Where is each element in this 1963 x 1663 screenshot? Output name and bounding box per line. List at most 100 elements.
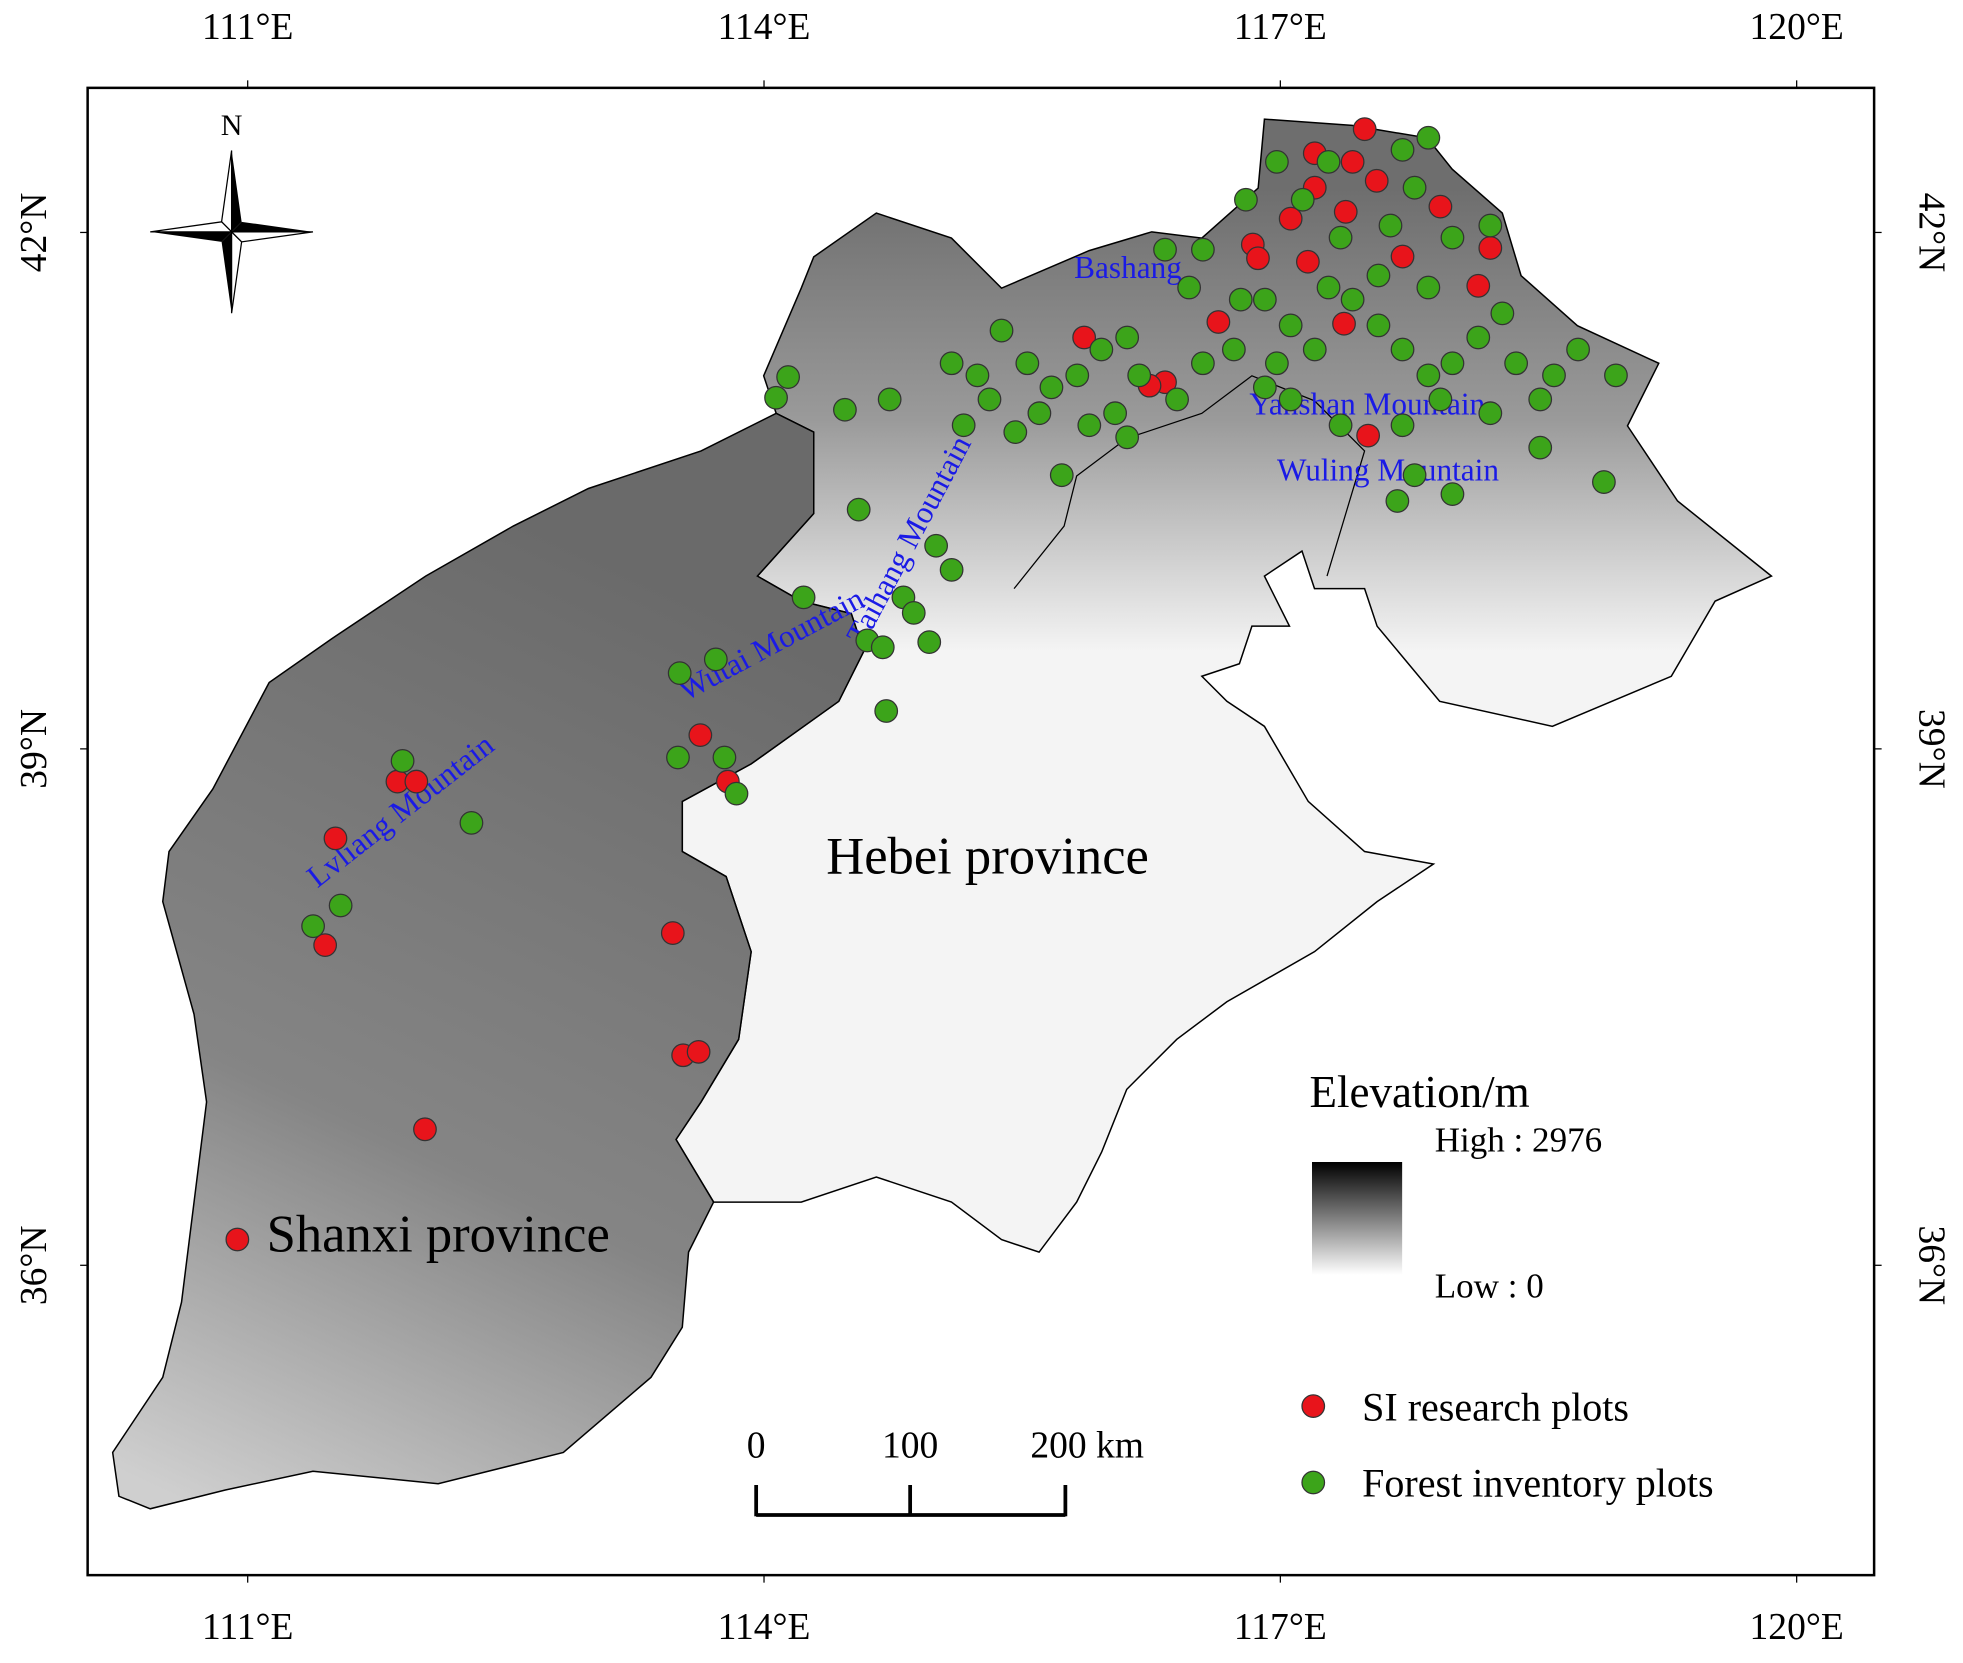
plot-point	[1191, 351, 1215, 376]
plot-point	[1316, 149, 1341, 174]
legend-title: Elevation/m	[1310, 1067, 1530, 1117]
plot-point	[1504, 351, 1529, 376]
plot-point	[1352, 117, 1377, 142]
plot-point	[666, 745, 690, 770]
plot-point	[686, 1039, 711, 1064]
plot-point	[1228, 287, 1253, 312]
north-label: N	[221, 109, 243, 142]
plot-point	[977, 387, 1002, 412]
x-tick-label: 117°E	[1234, 1607, 1327, 1648]
plot-point	[1328, 413, 1353, 438]
plot-point	[939, 351, 964, 376]
plot-point	[1366, 263, 1391, 288]
mountain-label: Wuling Mountain	[1277, 453, 1499, 488]
plot-point	[1328, 225, 1353, 250]
plot-point	[764, 385, 788, 410]
plot-point	[1027, 401, 1052, 426]
plot-point	[1077, 413, 1102, 438]
plot-point	[1015, 351, 1040, 376]
plot-point	[1072, 325, 1097, 350]
x-tick-label: 111°E	[202, 1607, 293, 1648]
plot-point	[1364, 168, 1389, 193]
x-tick-label: 117°E	[1234, 7, 1327, 48]
plot-point	[1466, 325, 1491, 350]
plot-point	[688, 723, 713, 747]
plot-point	[989, 318, 1014, 343]
scale-label: 0	[747, 1425, 766, 1466]
plot-point	[390, 749, 415, 773]
plot-point	[874, 699, 899, 723]
plot-point	[1428, 387, 1453, 412]
plot-point	[703, 647, 728, 672]
plot-point	[1039, 375, 1064, 400]
plot-point	[1340, 287, 1365, 312]
plot-point	[1366, 313, 1391, 338]
plot-point	[1416, 125, 1441, 150]
legend-label: Forest inventory plots	[1362, 1461, 1714, 1506]
plot-point	[1416, 275, 1441, 300]
plot-point	[1115, 425, 1140, 450]
plot-point	[1103, 401, 1128, 426]
plot-point	[1089, 337, 1114, 362]
plot-point	[404, 769, 429, 794]
plot-point	[1290, 187, 1315, 212]
province-label: Hebei province	[826, 828, 1149, 886]
elevation-ramp	[1312, 1162, 1403, 1275]
plot-point	[1385, 489, 1410, 513]
plot-point	[924, 533, 949, 558]
plot-point	[1278, 387, 1303, 412]
plot-point	[1592, 470, 1616, 494]
plot-point	[1402, 463, 1427, 488]
plot-point	[1246, 246, 1270, 271]
legend-label: SI research plots	[1362, 1384, 1629, 1429]
plot-point	[328, 893, 353, 918]
plot-point	[1302, 337, 1327, 362]
plot-point	[1390, 413, 1415, 438]
plot-point	[1566, 337, 1590, 362]
plot-point	[1440, 351, 1465, 376]
plot-point	[951, 413, 976, 438]
legend-swatch	[1301, 1470, 1326, 1495]
plot-point	[1440, 482, 1465, 507]
plot-point	[1466, 273, 1491, 298]
plot-point	[1265, 149, 1289, 174]
plot-point	[833, 397, 857, 422]
plot-point	[939, 557, 964, 582]
y-tick-label: 36°N	[1910, 1225, 1951, 1305]
plot-point	[1378, 213, 1403, 238]
plot-point	[1332, 311, 1356, 336]
y-tick-label: 36°N	[14, 1225, 55, 1305]
legend-low: Low : 0	[1435, 1267, 1544, 1306]
plot-point	[1428, 194, 1453, 219]
plot-point	[225, 1227, 250, 1252]
scale-label: 200 km	[1030, 1425, 1144, 1466]
plot-point	[1127, 363, 1152, 388]
plot-point	[1265, 351, 1289, 376]
plot-point	[917, 630, 942, 655]
plot-point	[1478, 213, 1503, 238]
plot-point	[870, 635, 895, 660]
plot-point	[667, 661, 692, 686]
y-tick-label: 42°N	[14, 193, 55, 273]
plot-point	[1416, 363, 1441, 388]
plot-point	[791, 585, 816, 610]
plot-point	[1206, 310, 1231, 334]
plot-point	[712, 745, 737, 770]
plot-point	[1402, 175, 1427, 200]
shanxi-region	[111, 412, 865, 1510]
x-tick-label: 114°E	[718, 7, 811, 48]
y-tick-label: 42°N	[1910, 193, 1951, 273]
x-tick-label: 114°E	[718, 1607, 811, 1648]
plot-point	[313, 933, 338, 958]
y-tick-label: 39°N	[14, 709, 55, 789]
plot-point	[1528, 435, 1553, 460]
plot-point	[1165, 387, 1189, 412]
plot-point	[776, 365, 801, 389]
plot-point	[1278, 206, 1303, 231]
plot-point	[1003, 420, 1028, 445]
plot-point	[846, 497, 871, 522]
plot-point	[1234, 187, 1258, 212]
plot-point	[1049, 463, 1074, 488]
plot-point	[1221, 337, 1246, 362]
x-tick-label: 120°E	[1750, 7, 1844, 48]
